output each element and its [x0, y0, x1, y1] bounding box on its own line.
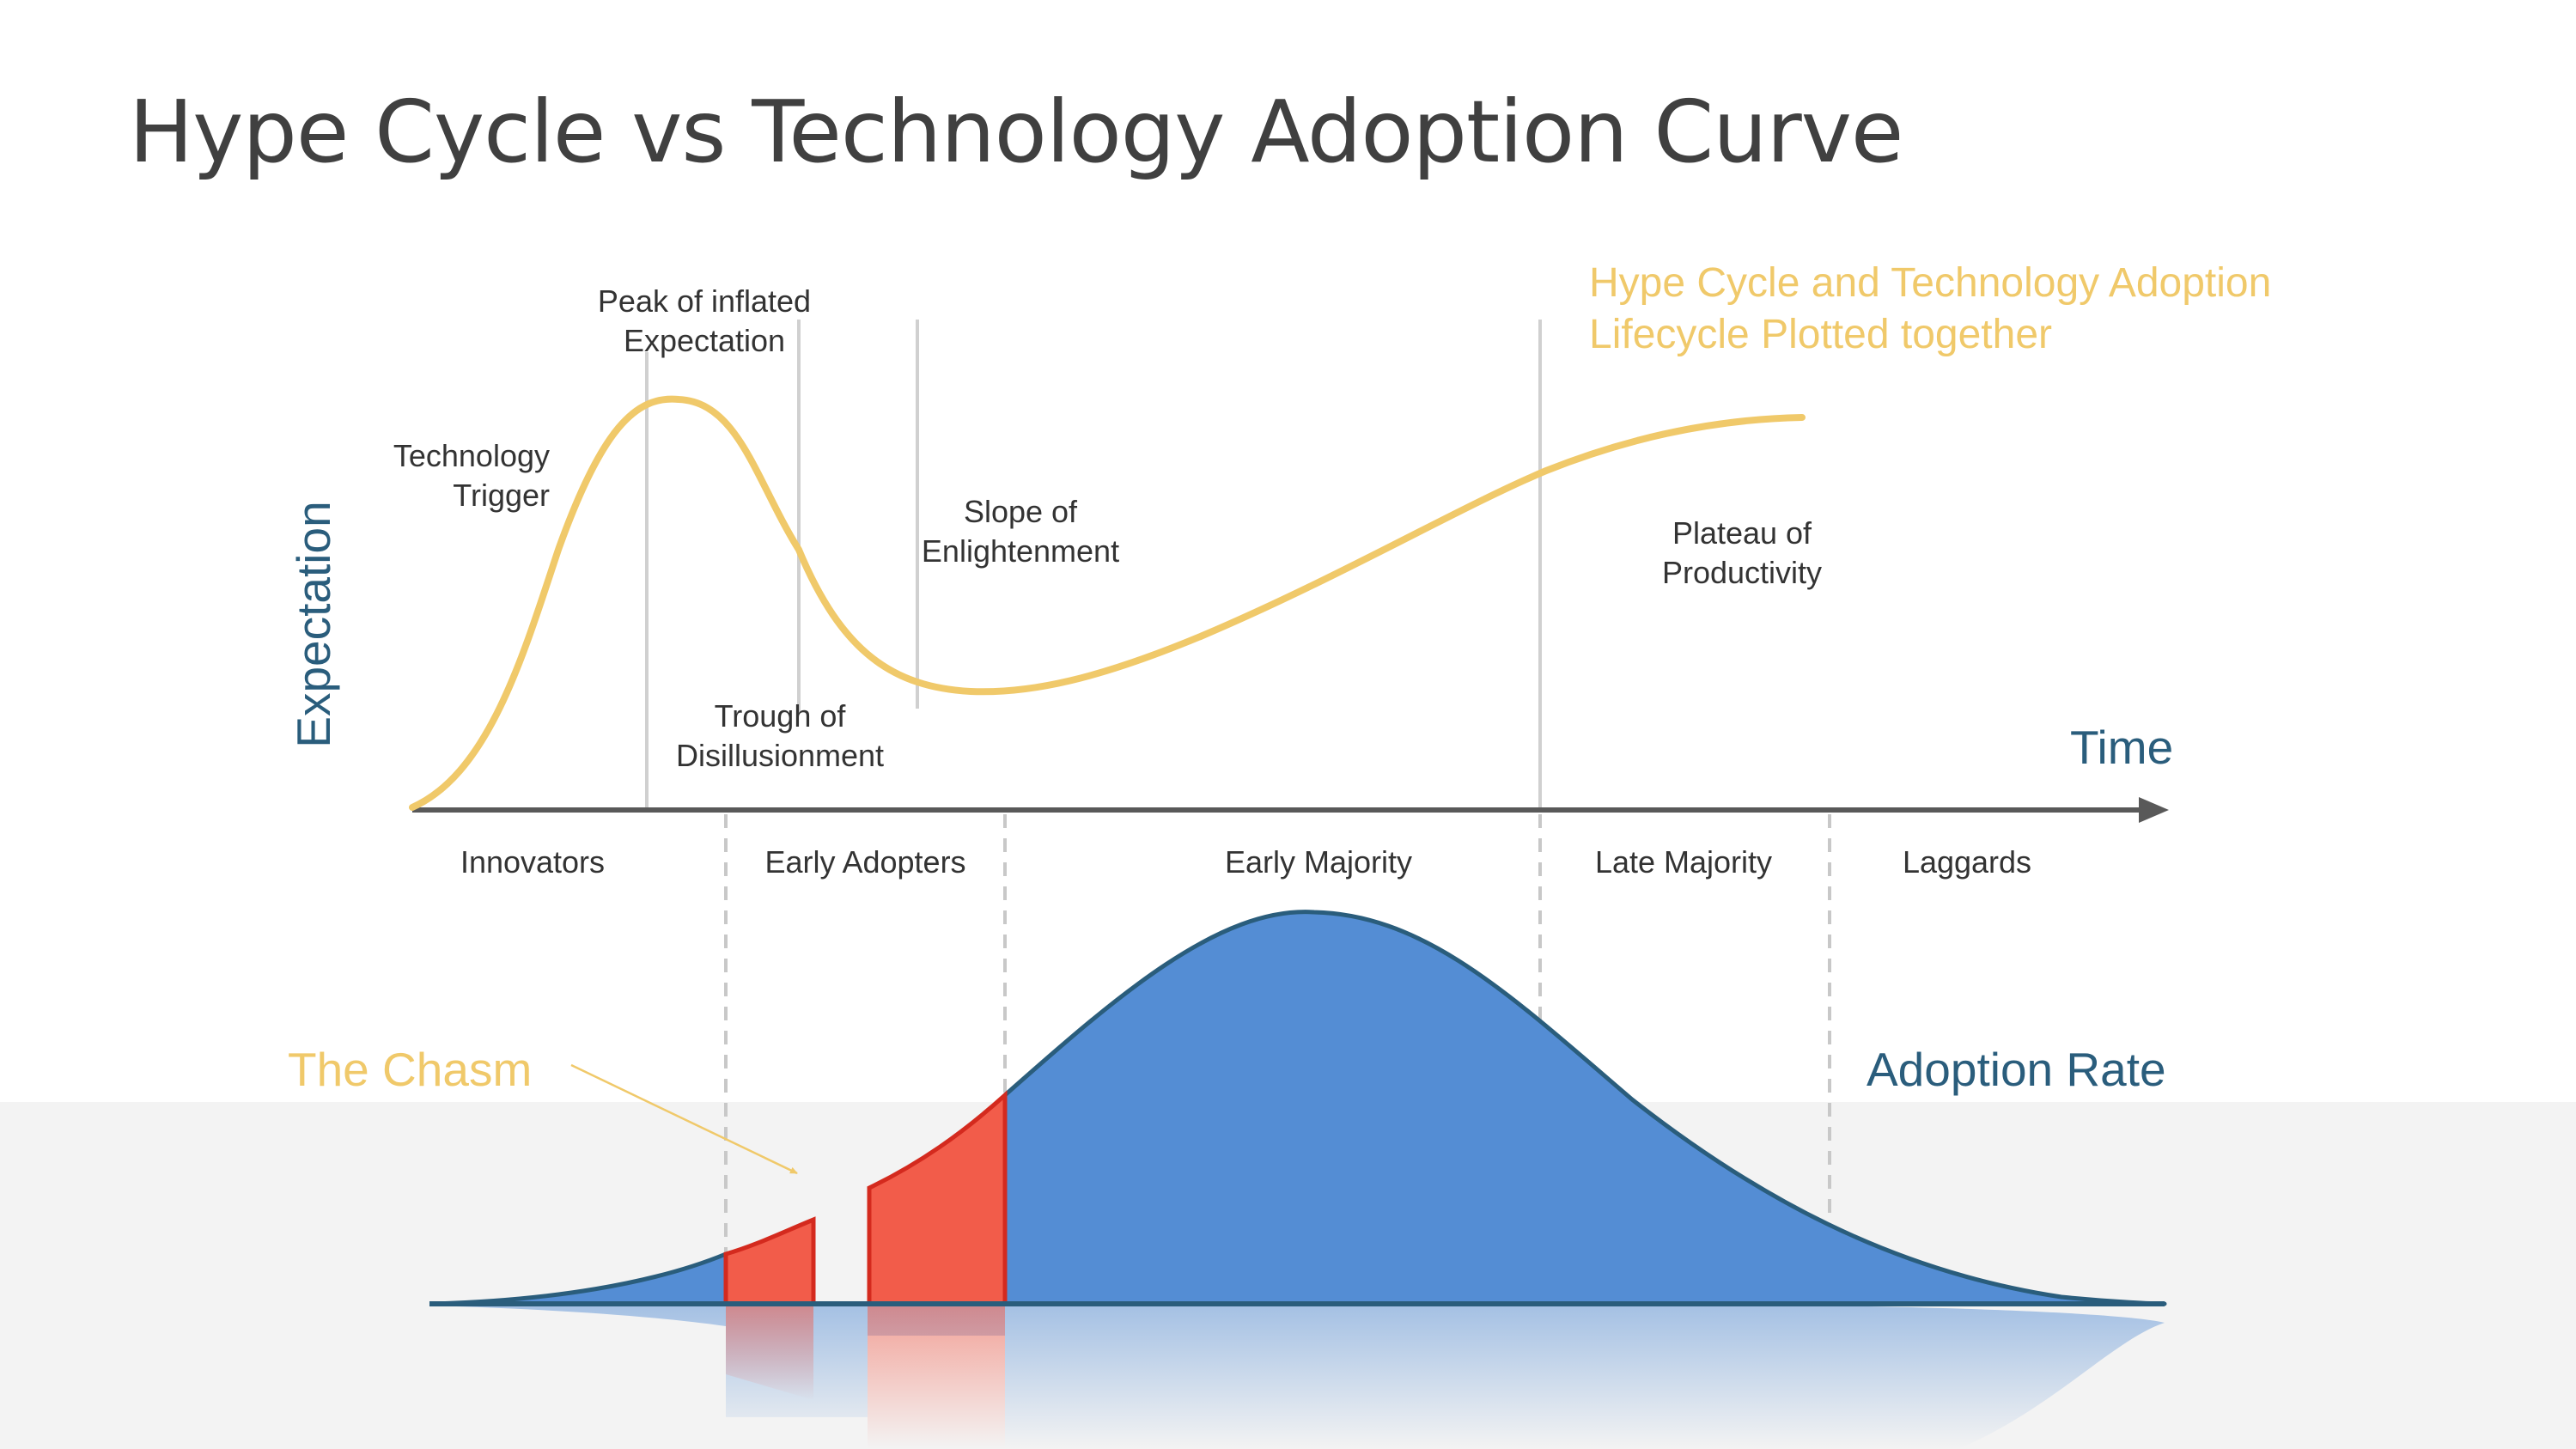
segment-laggards: Laggards	[1902, 844, 2032, 880]
adoption-bell-curve	[431, 910, 2167, 1306]
time-axis-arrowhead	[2139, 797, 2169, 823]
caption-line-2: Lifecycle Plotted together	[1589, 312, 2052, 357]
segment-late-majority: Late Majority	[1594, 844, 1773, 880]
chasm-red-left	[723, 1216, 816, 1306]
y-axis-label: Expectation	[287, 501, 340, 748]
phase-label-trough: Trough of Disillusionment	[675, 698, 885, 773]
chasm-red-right	[867, 1090, 1008, 1306]
caption-line-1: Hype Cycle and Technology Adoption	[1589, 260, 2272, 306]
phase-label-trigger: Technology Trigger	[393, 438, 550, 513]
page-title: Hype Cycle vs Technology Adoption Curve	[129, 82, 1903, 182]
phase-label-plateau: Plateau of Productivity	[1661, 515, 1823, 590]
segment-early-majority: Early Majority	[1224, 844, 1413, 880]
segment-innovators: Innovators	[460, 844, 606, 880]
phase-label-peak: Peak of inflated Expectation	[597, 283, 812, 358]
hype-cycle-curve	[409, 395, 1806, 811]
phase-label-slope: Slope of Enlightenment	[921, 494, 1120, 569]
chasm-reflection-left	[726, 1306, 813, 1400]
adoption-rate-label: Adoption Rate	[1867, 1043, 2166, 1096]
segment-early-adopters: Early Adopters	[764, 844, 966, 880]
chasm-label: The Chasm	[288, 1043, 533, 1096]
chasm-arrow	[570, 1063, 798, 1175]
chasm-reflection-right	[868, 1306, 1005, 1449]
bell-reflection	[429, 1306, 2165, 1449]
x-axis-label: Time	[2070, 721, 2174, 774]
hype-phase-lines	[645, 320, 1542, 807]
chart-caption: Hype Cycle and Technology Adoption Lifec…	[1589, 258, 2271, 361]
